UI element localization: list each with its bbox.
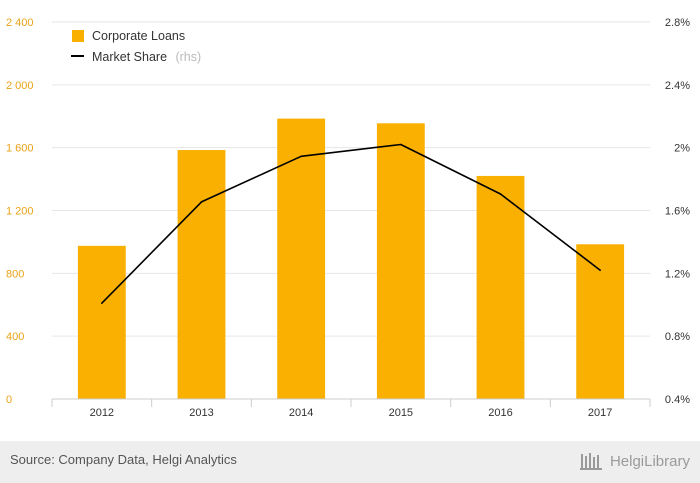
- y-left-tick-label: 0: [6, 394, 12, 406]
- y-right-tick-label: 2.8%: [665, 17, 690, 29]
- market-share-point-2015: [400, 143, 402, 146]
- x-tick-label: 2016: [488, 407, 512, 419]
- brand[interactable]: HelgiLibrary: [579, 450, 690, 472]
- market-share-point-2013: [200, 201, 203, 203]
- footer: Source: Company Data, Helgi Analytics He…: [0, 441, 700, 483]
- brand-name: HelgiLibrary: [609, 452, 690, 470]
- bar-2016: [476, 175, 525, 399]
- x-tick-label: 2017: [588, 407, 612, 419]
- y-left-tick-label: 1 600: [6, 143, 34, 155]
- bar-2014: [277, 118, 326, 399]
- x-tick-label: 2014: [289, 407, 313, 419]
- legend-line-text: Market Share (rhs): [92, 48, 201, 65]
- source-text: Source: Company Data, Helgi Analytics: [10, 452, 237, 467]
- chart: 0 400 800 1 200 1 600 2 000 2 400 0.4% 0.8% 1.2% 1…: [6, 17, 690, 419]
- market-share-point-2017: [599, 269, 601, 271]
- y-left-tick-label: 1 200: [6, 206, 34, 218]
- y-left-tick-label: 2 400: [6, 17, 34, 29]
- y-right-tick-label: 0.8%: [665, 331, 690, 343]
- bar-2012: [77, 245, 126, 399]
- market-share-line: [101, 143, 601, 304]
- y-left-tick-label: 800: [6, 268, 24, 280]
- grid-lines: [52, 21, 650, 337]
- bar-2017: [576, 244, 625, 399]
- legend: Corporate Loans Market Share (rhs): [71, 29, 201, 65]
- library-columns-icon: [579, 453, 602, 470]
- legend-line-label: Market Share: [92, 50, 167, 64]
- y-right-tick-label: 2%: [674, 143, 690, 155]
- bar-2015: [376, 123, 425, 399]
- bar-2013: [177, 150, 226, 399]
- legend-bar-swatch: [72, 30, 84, 42]
- x-tick-label: 2012: [90, 407, 114, 419]
- y-left-tick-label: 2 000: [6, 80, 34, 92]
- y-left-tick-label: 400: [6, 331, 24, 343]
- y-right-tick-label: 0.4%: [665, 394, 690, 406]
- legend-line-note: (rhs): [175, 50, 201, 64]
- axes: 0 400 800 1 200 1 600 2 000 2 400 0.4% 0.8% 1.2% 1…: [6, 17, 690, 419]
- y-right-tick-label: 1.2%: [665, 268, 690, 280]
- bar-series: [77, 118, 625, 399]
- market-share-point-2012: [101, 302, 103, 304]
- market-share-point-2014: [300, 155, 302, 158]
- y-right-tick-label: 2.4%: [665, 80, 690, 92]
- market-share-point-2016: [499, 193, 502, 195]
- line-series: [101, 143, 601, 304]
- x-tick-label: 2013: [189, 407, 213, 419]
- y-right-tick-label: 1.6%: [665, 206, 690, 218]
- x-tick-label: 2015: [389, 407, 413, 419]
- legend-bar-label: Corporate Loans: [92, 29, 185, 43]
